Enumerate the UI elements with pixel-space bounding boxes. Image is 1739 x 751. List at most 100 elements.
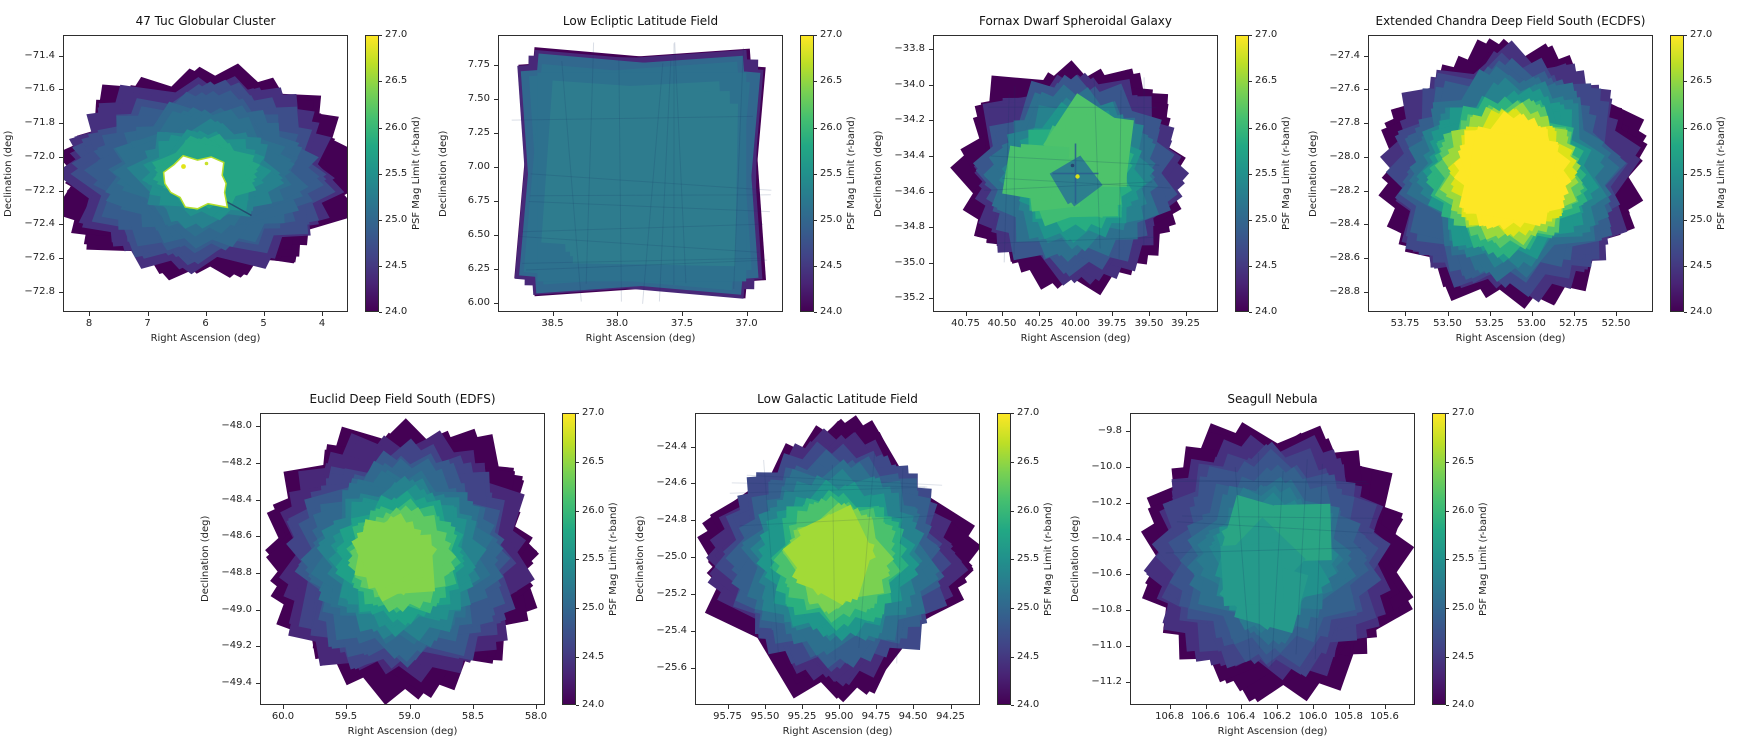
y-tick (1126, 502, 1130, 504)
x-tick (1149, 312, 1150, 316)
colorbar-tick (379, 127, 382, 129)
x-tick-label: 105.8 (1334, 711, 1363, 722)
y-tick (1364, 89, 1368, 90)
x-tick-label: 37.0 (735, 318, 758, 329)
x-tick (205, 312, 207, 316)
x-tick (473, 705, 474, 709)
y-tick (1126, 574, 1130, 575)
colorbar (800, 35, 814, 312)
x-tick-label: 94.25 (936, 711, 965, 722)
colorbar-tick (1011, 413, 1014, 414)
colorbar-tick-label: 25.5 (820, 167, 843, 179)
colorbar-tick (576, 413, 579, 414)
x-tick-label: 52.50 (1601, 318, 1631, 329)
x-tick (1447, 312, 1449, 316)
colorbar (1670, 35, 1684, 312)
x-axis-label: Right Ascension (deg) (1217, 726, 1328, 737)
y-tick-label: −27.8 (1329, 117, 1360, 128)
panel-5: Euclid Deep Field South (EDFS) Declinatio… (197, 378, 632, 751)
y-tick (256, 462, 260, 464)
colorbar-tick (814, 127, 817, 129)
x-tick-label: 106.4 (1226, 711, 1256, 722)
colorbar (997, 413, 1011, 705)
y-tick-label: −27.4 (1329, 49, 1360, 61)
x-tick-label: 59.5 (334, 711, 358, 722)
x-tick (950, 705, 952, 709)
y-tick (691, 631, 695, 632)
x-tick-label: 106.2 (1262, 711, 1292, 722)
colorbar-tick-label: 24.0 (1255, 306, 1278, 317)
y-tick (494, 133, 498, 134)
y-tick (929, 155, 933, 157)
x-tick (765, 705, 766, 709)
colorbar-tick-label: 26.0 (1017, 504, 1040, 516)
colorbar-tick-label: 25.0 (1690, 213, 1713, 225)
y-tick (256, 536, 260, 537)
x-tick (1241, 705, 1242, 709)
colorbar-tick-label: 25.0 (385, 213, 408, 225)
field-map (64, 63, 347, 281)
panel-6: Low Galactic Latitude Field Declination (… (632, 378, 1067, 751)
colorbar-tick (814, 81, 817, 82)
colorbar-tick-label: 25.5 (1255, 167, 1278, 179)
x-tick (682, 312, 683, 316)
y-tick-label: −28.8 (1329, 285, 1360, 297)
x-tick (1348, 705, 1350, 709)
colorbar-tick-label: 24.5 (385, 260, 408, 271)
field-map (697, 415, 979, 703)
colorbar (562, 413, 576, 705)
colorbar-tick (1249, 219, 1252, 221)
y-tick-label: −25.6 (656, 662, 687, 673)
panel-7: Seagull Nebula Declination (deg) −9.8 −10.0… (1067, 378, 1502, 751)
y-tick-label: −72.0 (24, 150, 55, 162)
colorbar-tick (379, 81, 382, 82)
y-tick (691, 520, 695, 521)
y-tick (929, 49, 933, 50)
x-tick-label: 95.75 (713, 711, 742, 722)
x-tick-label: 37.5 (670, 318, 694, 329)
y-tick-label: −72.4 (24, 218, 55, 229)
colorbar-label: PSF Mag Limit (r-band) (411, 116, 422, 231)
field-map (1378, 38, 1648, 309)
x-tick (1075, 312, 1077, 316)
x-tick (346, 705, 347, 709)
y-tick-label: −34.6 (894, 185, 925, 197)
y-tick (929, 84, 933, 86)
colorbar-tick-label: 26.0 (1452, 504, 1475, 516)
panel-title: Euclid Deep Field South (EDFS) (309, 392, 496, 406)
x-tick-label: 39.25 (1171, 318, 1200, 329)
y-tick (929, 227, 933, 228)
x-axis-label: Right Ascension (deg) (347, 726, 458, 737)
colorbar-tick (379, 35, 382, 36)
colorbar-tick (1446, 413, 1449, 414)
x-tick (1205, 705, 1207, 709)
x-tick-label: 106.8 (1155, 711, 1184, 722)
y-tick-label: −49.4 (221, 677, 252, 688)
x-tick (409, 705, 411, 709)
y-tick (1126, 466, 1130, 468)
y-tick-label: −28.0 (1329, 150, 1360, 162)
field-map (511, 42, 772, 304)
x-axis-label: Right Ascension (deg) (1020, 333, 1131, 344)
y-tick-label: −48.8 (221, 567, 252, 578)
colorbar-label: PSF Mag Limit (r-band) (1281, 116, 1292, 231)
colorbar (365, 35, 379, 312)
colorbar-tick (1446, 461, 1449, 463)
y-tick (691, 483, 695, 484)
x-tick (1112, 312, 1113, 316)
y-tick (1364, 258, 1368, 259)
y-tick (494, 302, 498, 304)
x-tick (1531, 312, 1533, 316)
y-tick-label: −10.2 (1091, 496, 1122, 508)
y-tick-label: 6.25 (467, 262, 490, 274)
colorbar-tick (1446, 510, 1449, 512)
colorbar-tick-label: 27.0 (385, 29, 408, 40)
y-tick-label: 7.50 (467, 93, 490, 104)
y-tick (691, 594, 695, 595)
y-axis-label: Declination (deg) (1070, 515, 1081, 603)
x-tick (802, 705, 803, 709)
colorbar-tick-label: 25.5 (1690, 167, 1713, 179)
x-tick (322, 312, 323, 316)
colorbar-tick (1249, 266, 1252, 267)
x-tick-label: 60.0 (271, 711, 295, 722)
